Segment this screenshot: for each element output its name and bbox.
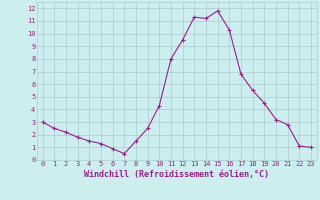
X-axis label: Windchill (Refroidissement éolien,°C): Windchill (Refroidissement éolien,°C) [84,170,269,179]
